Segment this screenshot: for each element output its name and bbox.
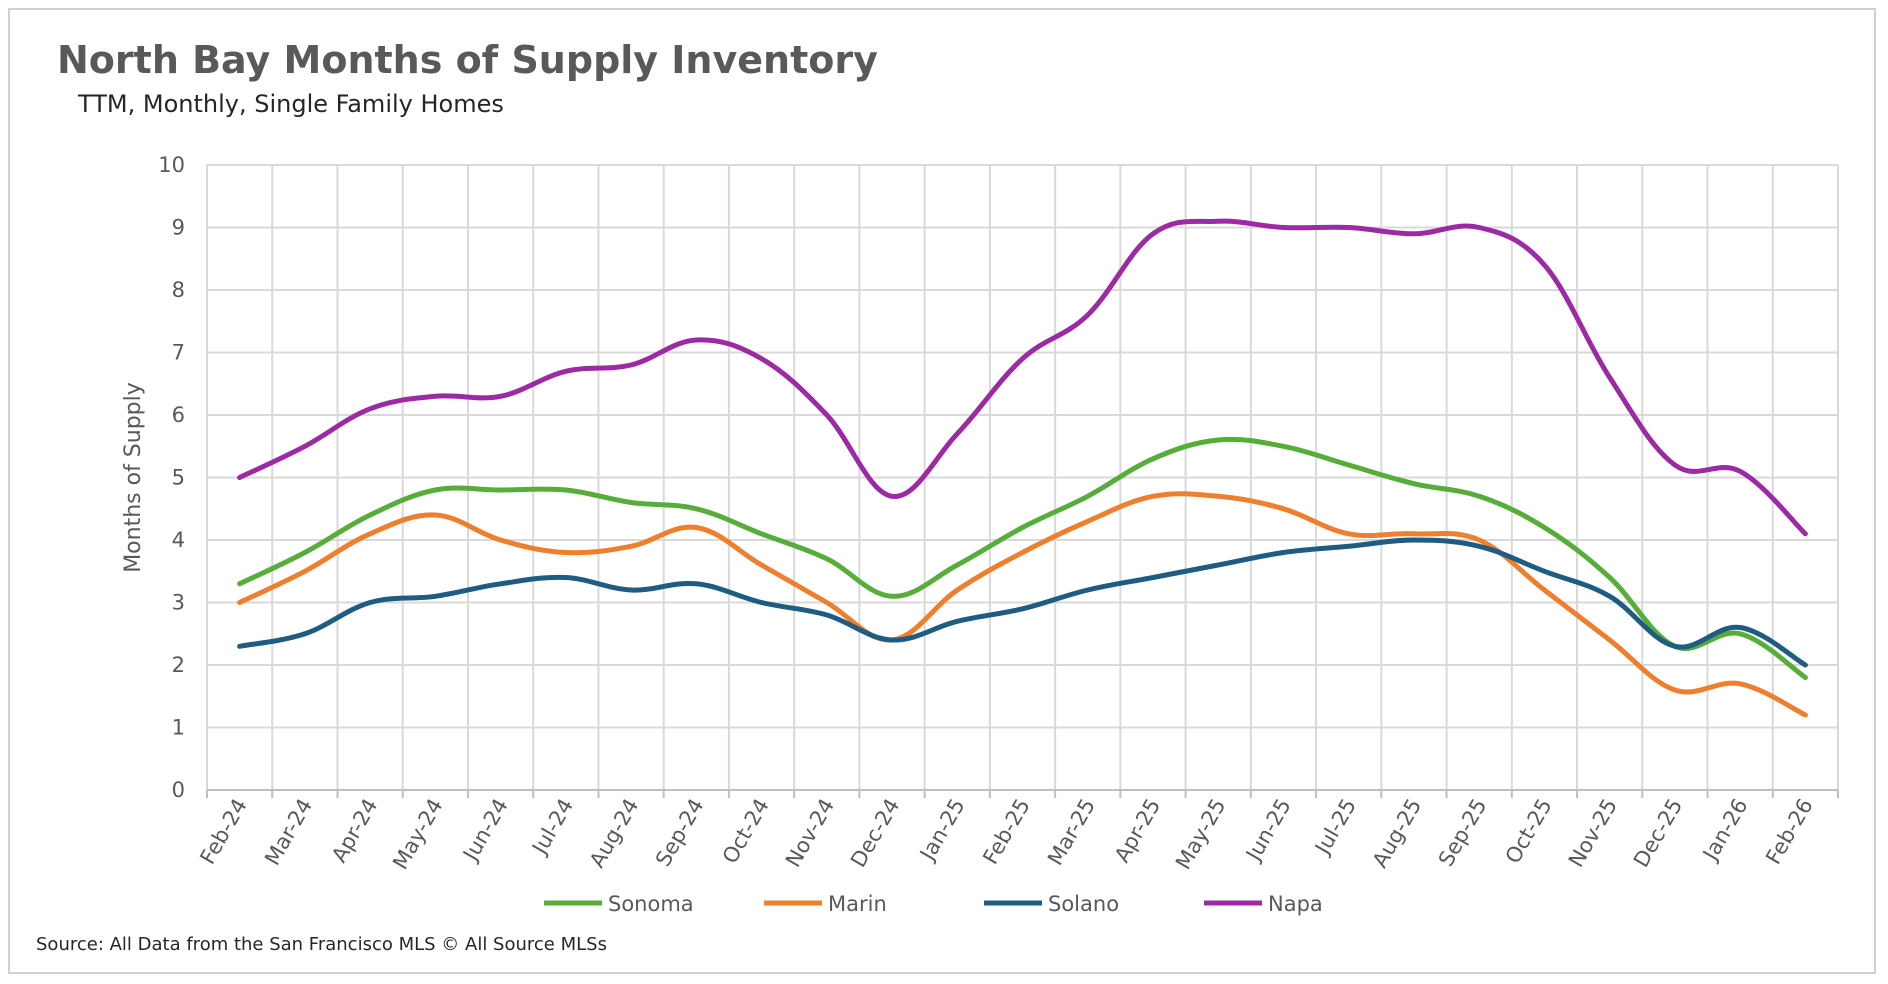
x-tick-label: Jan-26 bbox=[1697, 795, 1752, 866]
legend-label-napa: Napa bbox=[1268, 892, 1323, 916]
legend-label-marin: Marin bbox=[828, 892, 887, 916]
x-tick-label: Aug-25 bbox=[1368, 795, 1426, 872]
x-tick-label: Feb-26 bbox=[1761, 795, 1818, 869]
y-tick-label: 10 bbox=[158, 153, 185, 177]
chart-source: Source: All Data from the San Francisco … bbox=[36, 934, 607, 955]
x-tick-label: Jul-24 bbox=[527, 795, 579, 860]
y-tick-label: 4 bbox=[172, 528, 185, 552]
x-tick-label: Jul-25 bbox=[1309, 795, 1361, 860]
x-tick-label: Aug-24 bbox=[585, 795, 643, 872]
chart-title: North Bay Months of Supply Inventory bbox=[57, 38, 878, 82]
x-tick-label: Apr-25 bbox=[1110, 795, 1165, 867]
x-tick-label: Nov-25 bbox=[1564, 795, 1622, 872]
series-line-solano bbox=[237, 537, 1808, 668]
x-tick-label: Sep-25 bbox=[1434, 795, 1492, 871]
x-tick-label: Oct-24 bbox=[718, 795, 774, 868]
x-tick-label: Jun-24 bbox=[458, 795, 513, 867]
y-tick-label: 1 bbox=[172, 716, 185, 740]
y-tick-label: 5 bbox=[172, 466, 185, 490]
chart-frame bbox=[8, 8, 1876, 974]
chart-subtitle: TTM, Monthly, Single Family Homes bbox=[78, 90, 504, 118]
y-tick-label: 6 bbox=[172, 403, 185, 427]
y-tick-label: 3 bbox=[172, 591, 185, 615]
y-tick-label: 2 bbox=[172, 653, 185, 677]
x-tick-label: Dec-25 bbox=[1629, 795, 1687, 872]
x-tick-label: Mar-24 bbox=[260, 795, 317, 870]
x-tick-label: May-25 bbox=[1171, 795, 1230, 874]
x-tick-label: Mar-25 bbox=[1043, 795, 1100, 870]
x-tick-label: Feb-25 bbox=[978, 795, 1035, 869]
y-tick-label: 7 bbox=[172, 341, 185, 365]
series-line-marin bbox=[237, 491, 1808, 718]
y-axis-title: Months of Supply bbox=[121, 382, 146, 573]
x-tick-label: Jun-25 bbox=[1240, 795, 1295, 867]
x-tick-label: Jan-25 bbox=[914, 795, 969, 866]
legend-label-solano: Solano bbox=[1048, 892, 1119, 916]
x-tick-label: Apr-24 bbox=[327, 795, 382, 867]
legend-label-sonoma: Sonoma bbox=[608, 892, 694, 916]
x-tick-label: Nov-24 bbox=[781, 795, 839, 872]
x-tick-label: Oct-25 bbox=[1501, 795, 1557, 868]
x-tick-label: Sep-24 bbox=[651, 795, 709, 871]
x-tick-label: Dec-24 bbox=[846, 795, 904, 872]
y-tick-label: 0 bbox=[172, 778, 185, 802]
x-tick-label: Feb-24 bbox=[195, 795, 252, 869]
y-tick-label: 8 bbox=[172, 278, 185, 302]
x-tick-label: May-24 bbox=[388, 795, 447, 874]
series-line-sonoma bbox=[237, 436, 1808, 680]
y-tick-label: 9 bbox=[172, 216, 185, 240]
series-line-napa bbox=[237, 218, 1808, 537]
